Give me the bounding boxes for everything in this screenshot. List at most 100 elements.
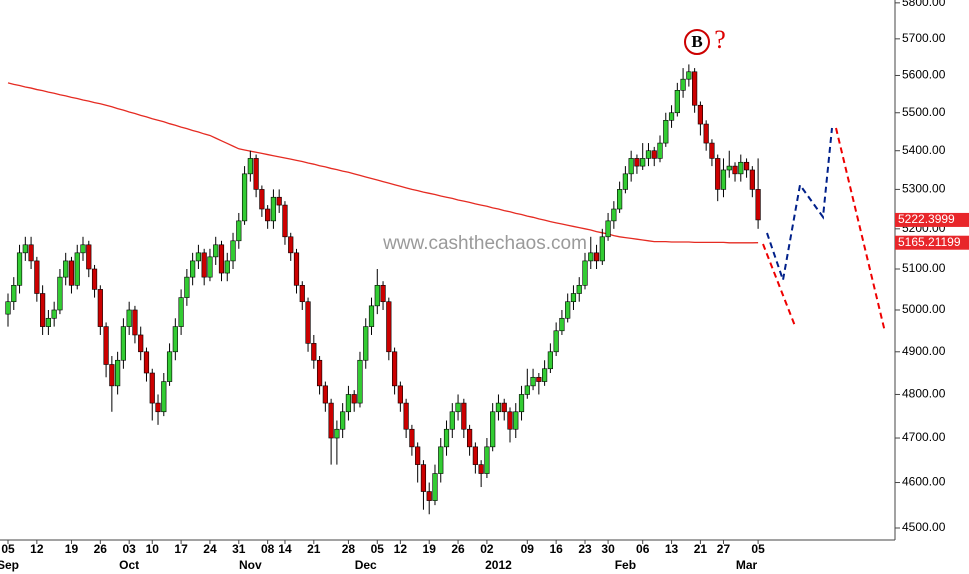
x-tick-label: 28 (342, 542, 356, 556)
candle-body (611, 208, 617, 222)
x-tick-label: 26 (451, 542, 465, 556)
y-tick-label: 4900.00 (902, 344, 946, 358)
candle-body (363, 326, 369, 361)
candle-body (74, 252, 80, 286)
candle-body (16, 252, 23, 286)
x-tick-label: 12 (30, 542, 44, 556)
x-tick-label: 21 (694, 542, 708, 556)
candle-body (415, 446, 421, 465)
candle-body (484, 446, 490, 474)
projection-line (762, 243, 796, 327)
candle-body (605, 220, 611, 238)
candle-body (218, 244, 225, 274)
x-tick-label: 16 (549, 542, 563, 556)
candle-body (288, 236, 294, 254)
wave-circle (684, 29, 710, 55)
candle-body (97, 289, 103, 327)
x-tick-label: 06 (636, 542, 650, 556)
candle-body (455, 402, 461, 413)
x-tick-label: 23 (578, 542, 592, 556)
candle-body (115, 359, 121, 387)
candle-body (311, 343, 317, 361)
x-tick-label: 09 (521, 542, 535, 556)
candle-body (403, 402, 409, 430)
candle-body (674, 90, 680, 114)
x-tick-label: 26 (94, 542, 108, 556)
x-tick-label: 14 (278, 542, 292, 556)
candle-body (178, 297, 184, 327)
candle-body (247, 158, 253, 175)
candle-body (755, 189, 761, 221)
month-label: Dec (355, 558, 377, 572)
projection-line (766, 127, 833, 281)
candle-body (57, 276, 63, 311)
candle-body (547, 351, 553, 370)
x-tick-label: 21 (307, 542, 321, 556)
x-tick-label: 05 (751, 542, 765, 556)
candle-body (34, 260, 40, 294)
candle-body (91, 268, 98, 290)
question-mark: ? (714, 25, 726, 54)
y-tick-label: 5100.00 (902, 261, 946, 275)
candle-body (51, 309, 57, 319)
candle-body (553, 330, 559, 353)
candle-body (634, 158, 640, 167)
candle-body (426, 491, 432, 501)
candle-body (720, 169, 727, 190)
x-tick-label: 13 (665, 542, 679, 556)
x-tick-label: 05 (371, 542, 385, 556)
candle-body (732, 165, 738, 175)
candle-body (559, 317, 565, 332)
candle-body (86, 244, 92, 270)
x-tick-label: 05 (1, 542, 15, 556)
candle-body (565, 301, 571, 319)
month-label: Feb (615, 558, 636, 572)
candle-body (542, 368, 548, 382)
candle-body (282, 204, 288, 238)
candle-body (743, 161, 750, 171)
last-price-label-box (895, 212, 969, 227)
candle-body (593, 252, 600, 262)
candle-body (617, 189, 623, 210)
candle-body (518, 394, 525, 413)
candle-body (530, 376, 536, 387)
y-tick-label: 5500.00 (902, 105, 946, 119)
candle-body (345, 394, 352, 413)
candle-body (190, 260, 196, 278)
candle-body (109, 364, 115, 387)
y-tick-label: 5800.00 (902, 0, 946, 9)
candle-body (495, 402, 502, 413)
candle-body (472, 446, 478, 465)
candle-body (409, 428, 415, 448)
candle-body (305, 301, 311, 344)
candle-body (11, 284, 17, 303)
candle-body (368, 305, 375, 327)
candle-body (213, 244, 219, 258)
x-tick-label: 27 (717, 542, 731, 556)
candle-body (513, 411, 519, 430)
candle-body (640, 158, 646, 167)
candle-body (126, 309, 132, 327)
candle-body (657, 142, 663, 159)
y-tick-label: 5000.00 (902, 302, 946, 316)
candle-body (166, 351, 173, 382)
candle-body (692, 71, 698, 106)
month-label: Nov (239, 558, 262, 572)
candle-body (63, 260, 69, 278)
candle-body (195, 252, 202, 262)
candle-body (45, 317, 51, 327)
y-tick-label: 5600.00 (902, 68, 946, 82)
y-tick-label: 5700.00 (902, 31, 946, 45)
candle-body (340, 411, 346, 430)
candle-body (380, 284, 386, 303)
candle-body (622, 173, 628, 190)
candle-body (668, 112, 675, 121)
candle-body (270, 196, 277, 222)
candle-body (40, 293, 46, 327)
candle-body (478, 464, 484, 474)
candle-body (201, 252, 207, 278)
candle-body (536, 376, 542, 382)
candle-body (184, 276, 190, 298)
